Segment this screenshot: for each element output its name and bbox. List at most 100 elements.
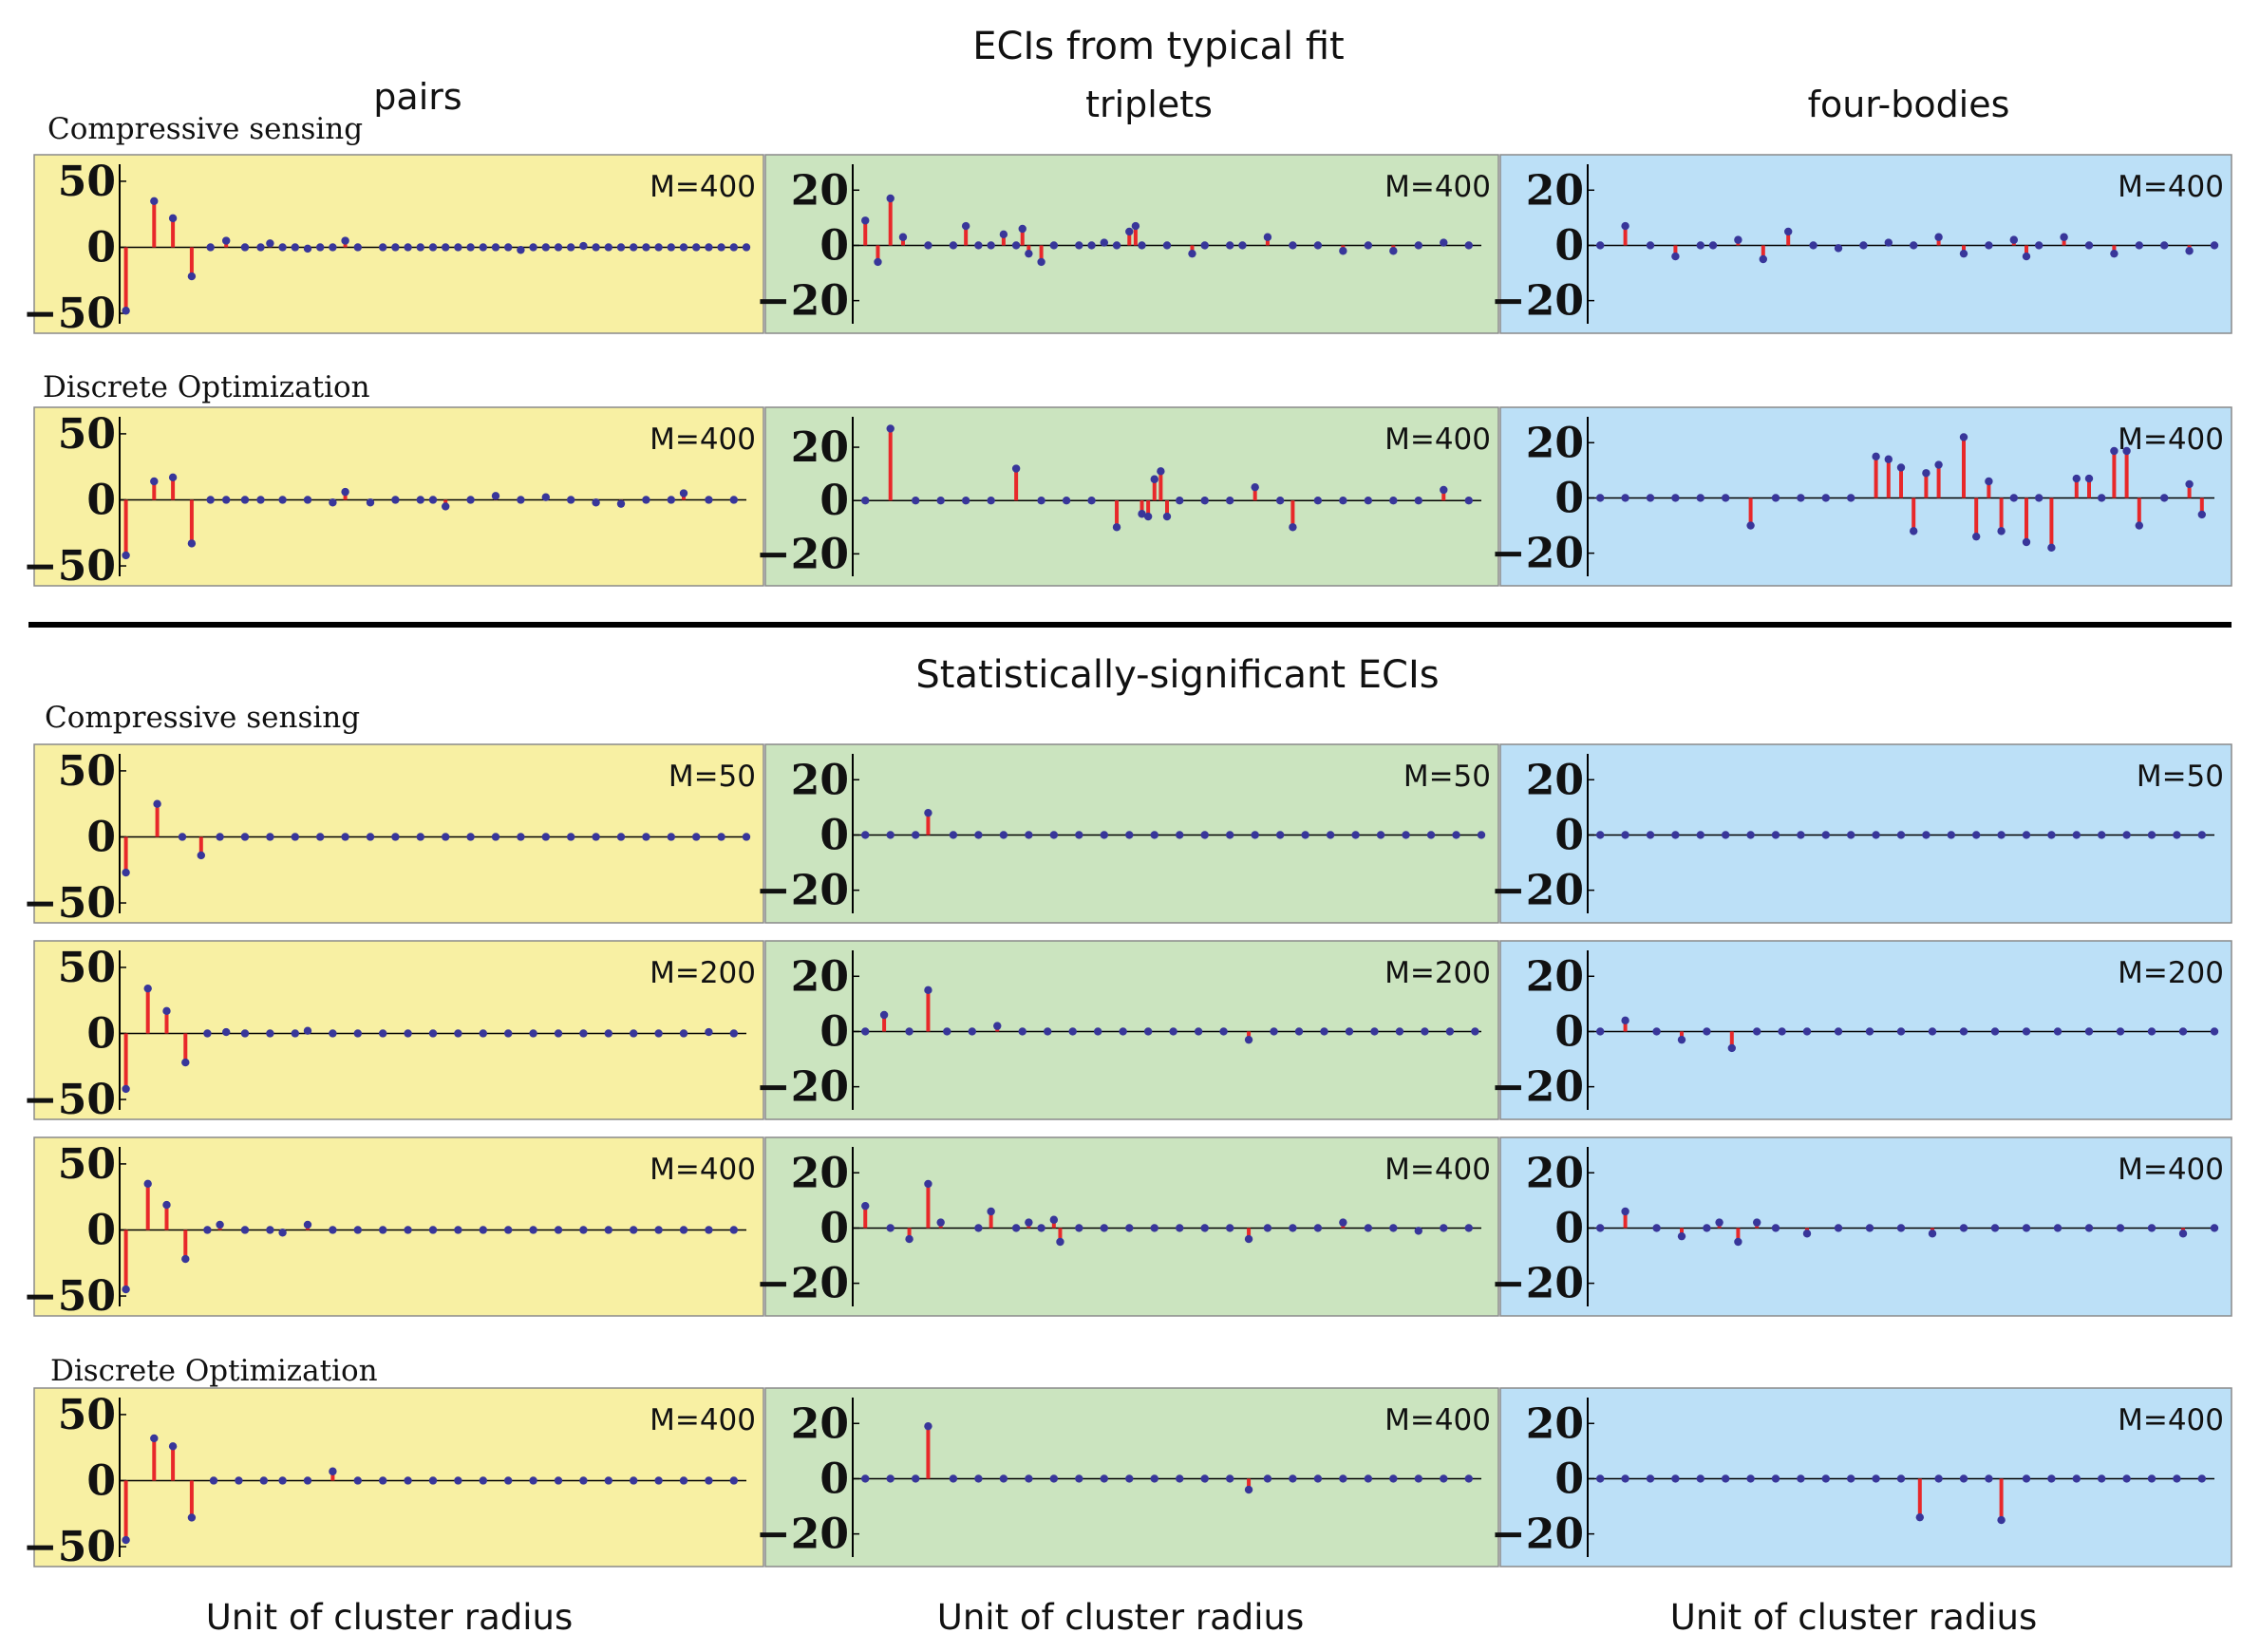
panel-11-triplets-point [924, 986, 932, 995]
panel-14-triplets-point [924, 1179, 932, 1189]
panel-11-triplets-point [1270, 1027, 1278, 1036]
panel-5-triplets-point [1389, 497, 1398, 505]
panel-6-four-bodies-point [2072, 474, 2081, 483]
panel-2-triplets-y-tick-label: −20 [756, 277, 849, 326]
panel-16-pairs-point [235, 1476, 243, 1485]
panel-10-pairs-point [529, 1029, 537, 1038]
panel-6-four-bodies-m-label: M=400 [2118, 422, 2224, 457]
panel-18-four-bodies-point [2173, 1474, 2181, 1483]
panel-10-pairs-point [404, 1029, 412, 1038]
panel-8-triplets-point [1226, 831, 1234, 839]
panel-11-triplets-point [993, 1022, 1002, 1030]
panel-8-triplets-point [1351, 831, 1360, 839]
panel-7-pairs-point [216, 833, 224, 841]
panel-17-triplets-point [1440, 1474, 1448, 1483]
panel-8-triplets-point [1100, 831, 1109, 839]
panel-17-triplets-point [1244, 1485, 1253, 1494]
panel-17-triplets-point [912, 1474, 920, 1483]
panel-15-four-bodies-point [2147, 1224, 2156, 1232]
panel-1-pairs-point [416, 243, 424, 252]
panel-9-four-bodies-point [2147, 831, 2156, 839]
panel-2-triplets-point [987, 241, 995, 250]
panel-18-four-bodies-m-label: M=400 [2118, 1403, 2224, 1437]
panel-16-pairs-point [278, 1476, 287, 1485]
panel-9-four-bodies-point [1972, 831, 1981, 839]
panel-2-triplets-point [949, 241, 958, 250]
panel-17-triplets-point [1176, 1474, 1184, 1483]
panel-1-pairs-point [404, 243, 412, 252]
panel-12-four-bodies-point [1802, 1027, 1812, 1036]
panel-2-triplets-point [861, 216, 870, 225]
panel-1-pairs-point [442, 243, 450, 252]
panel-3-four-bodies-point [2160, 241, 2169, 250]
panel-7-pairs-point [391, 833, 400, 841]
panel-10-pairs-point [579, 1029, 588, 1038]
panel-2-triplets-point [1087, 241, 1096, 250]
panel-10-pairs-point [291, 1029, 299, 1038]
panel-7-pairs-y-tick-label: 50 [58, 747, 116, 796]
panel-13-pairs-point [504, 1226, 513, 1234]
panel-13-pairs-point [240, 1226, 250, 1234]
panel-13-pairs-m-label: M=400 [650, 1153, 756, 1187]
panel-1-pairs-point [742, 243, 751, 252]
panel-17-triplets-point [974, 1474, 983, 1483]
panel-1-pairs-point [529, 243, 537, 252]
panel-4-pairs-point [592, 498, 600, 507]
panel-1-pairs-point [291, 243, 299, 252]
panel-13-pairs-point [143, 1179, 152, 1188]
panel-4-pairs-point [240, 496, 250, 504]
panel-14-triplets-point [936, 1218, 945, 1227]
panel-12-four-bodies-y-tick-label: −20 [1491, 1063, 1584, 1112]
panel-7-pairs-point [122, 868, 130, 877]
panel-7-pairs-point [341, 833, 349, 841]
panel-4-pairs-point [256, 496, 265, 504]
panel-16-pairs-point [679, 1476, 688, 1485]
panel-9-four-bodies-point [2173, 831, 2181, 839]
panel-7-pairs-point [366, 833, 375, 841]
panel-13-pairs-point [216, 1220, 224, 1230]
panel-6-four-bodies-point [1985, 477, 1993, 486]
panel-13-pairs-point [679, 1226, 688, 1234]
panel-8-triplets-y-tick-label: 0 [819, 811, 849, 859]
panel-11-triplets-point [1421, 1027, 1429, 1036]
panel-8-triplets-point [1402, 831, 1410, 839]
panel-6-four-bodies-point [2160, 494, 2169, 502]
panel-8-triplets-point [912, 831, 920, 839]
panel-8-triplets-point [974, 831, 983, 839]
panel-4-pairs-point [667, 496, 675, 504]
panel-17-triplets-point [1200, 1474, 1209, 1483]
panel-16-pairs-point [329, 1467, 337, 1475]
panel-10-pairs-point [479, 1029, 487, 1038]
panel-14-triplets-point [974, 1224, 983, 1232]
panel-1-pairs-point [604, 243, 612, 252]
panel-6-four-bodies-point [1922, 469, 1930, 478]
panel-12-four-bodies-m-label: M=200 [2118, 956, 2224, 990]
panel-4-pairs-y-tick-label: 50 [58, 410, 116, 459]
panel-5-triplets-point [1150, 475, 1158, 483]
panel-1-pairs-point [541, 243, 550, 252]
panel-1-pairs-point [168, 214, 178, 223]
panel-10-pairs-point [654, 1029, 663, 1038]
panel-1-pairs-point [353, 243, 362, 252]
panel-2-triplets-point [1075, 241, 1083, 250]
panel-18-four-bodies-point [1746, 1474, 1755, 1483]
panel-9-four-bodies-point [1847, 831, 1855, 839]
panel-17-triplets-point [1313, 1474, 1323, 1483]
panel-5-triplets-point [1011, 464, 1021, 473]
panel-10-pairs-point [303, 1026, 312, 1035]
panel-5-triplets-y-tick-label: −20 [756, 530, 849, 578]
panel-1-pairs-point [303, 244, 312, 253]
panel-5-triplets-point [1339, 497, 1347, 505]
panel-10-pairs-m-label: M=200 [650, 956, 756, 990]
panel-13-pairs-y-tick-label: −50 [23, 1272, 116, 1321]
panel-17-triplets-point [1025, 1474, 1033, 1483]
panel-4-pairs-point [150, 477, 159, 486]
panel-2-triplets-point [1440, 238, 1448, 247]
panel-18-four-bodies-point [1671, 1474, 1680, 1483]
panel-6-four-bodies-point [2035, 494, 2043, 502]
panel-3-four-bodies-point [1759, 254, 1768, 264]
panel-15-four-bodies-point [1677, 1231, 1686, 1241]
panel-8-triplets-point [1275, 831, 1285, 839]
panel-1-pairs-point [554, 243, 563, 252]
panel-14-triplets-point [1414, 1227, 1423, 1235]
